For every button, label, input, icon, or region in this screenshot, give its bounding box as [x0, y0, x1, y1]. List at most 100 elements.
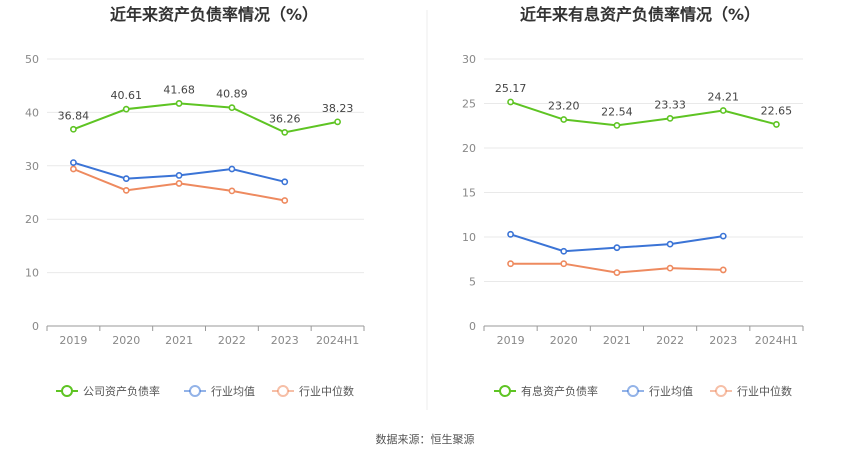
y-tick-label: 25	[462, 98, 476, 111]
data-point-avg[interactable]	[175, 172, 183, 179]
data-point-median[interactable]	[507, 260, 514, 268]
legend-item-median[interactable]: 行业中位数	[710, 384, 792, 398]
data-point-main[interactable]	[175, 100, 183, 107]
data-point-median[interactable]	[719, 266, 727, 274]
data-label: 41.68	[163, 83, 195, 96]
data-point-main[interactable]	[122, 105, 130, 113]
source-name: 恒生聚源	[431, 432, 475, 446]
y-tick-label: 15	[462, 187, 476, 200]
left-chart-title: 近年来资产负债率情况（%）	[110, 5, 318, 24]
left-plot-area: 0 10 20 30 40 50 2019 2020 2021 2022 2023 2024H1 36.…	[25, 53, 365, 347]
data-point-median[interactable]	[560, 260, 568, 268]
y-tick-label: 40	[25, 106, 39, 119]
legend-item-main[interactable]: 有息资产负债率	[494, 384, 598, 398]
right-plot-area: 0 5 10 15 20 25 30 2019 2020 2021 2022 2023 2024H1 25…	[462, 53, 804, 347]
legend-label: 行业中位数	[737, 384, 792, 398]
data-point-avg[interactable]	[560, 247, 568, 255]
x-tick-label: 2024H1	[755, 334, 798, 347]
legend-item-avg[interactable]: 行业均值	[622, 385, 693, 398]
x-tick-label: 2020	[112, 334, 140, 347]
data-label: 24.21	[708, 91, 740, 104]
y-tick-label: 5	[469, 276, 476, 289]
y-tick-label: 10	[25, 267, 39, 280]
right-chart-title: 近年来有息资产负债率情况（%）	[520, 5, 760, 24]
data-label: 40.89	[216, 88, 248, 101]
data-point-main[interactable]	[281, 128, 289, 136]
data-label: 36.84	[58, 109, 90, 122]
legend-item-median[interactable]: 行业中位数	[272, 384, 354, 398]
data-point-median[interactable]	[228, 187, 236, 195]
data-point-main[interactable]	[334, 118, 341, 126]
data-label: 36.26	[269, 112, 301, 125]
left-legend[interactable]: 公司资产负债率 行业均值 行业中位数	[56, 384, 354, 398]
y-tick-label: 0	[32, 320, 39, 333]
data-point-main[interactable]	[719, 107, 727, 114]
y-tick-label: 10	[462, 231, 476, 244]
data-point-avg[interactable]	[228, 165, 236, 173]
left-chart: 近年来资产负债率情况（%） 0 10 20 30 40 50 2019 2020 2021 202…	[25, 5, 365, 398]
legend-swatch-marker	[61, 385, 73, 397]
data-label: 23.33	[654, 98, 686, 111]
data-point-main[interactable]	[560, 116, 568, 123]
series-line-main	[73, 102, 338, 134]
source-note: 数据来源：恒生聚源	[376, 432, 475, 446]
data-point-main[interactable]	[507, 98, 514, 106]
data-point-avg[interactable]	[613, 244, 621, 252]
y-tick-label: 0	[469, 320, 476, 333]
data-point-avg[interactable]	[719, 232, 727, 240]
x-tick-label: 2023	[271, 334, 299, 347]
y-tick-label: 20	[462, 142, 476, 155]
x-tick-label: 2023	[709, 334, 737, 347]
x-tick-label: 2022	[218, 334, 246, 347]
legend-label: 行业均值	[211, 385, 255, 398]
y-tick-label: 30	[25, 160, 39, 173]
x-tick-label: 2021	[603, 334, 631, 347]
legend-label: 公司资产负债率	[83, 384, 160, 398]
data-label: 22.54	[601, 105, 633, 118]
data-point-median[interactable]	[122, 186, 130, 194]
data-point-avg[interactable]	[122, 175, 130, 183]
data-point-median[interactable]	[70, 165, 77, 173]
data-point-main[interactable]	[773, 121, 780, 128]
legend-label: 有息资产负债率	[521, 384, 598, 398]
legend-item-main[interactable]: 公司资产负债率	[56, 384, 160, 398]
x-tick-label: 2022	[656, 334, 684, 347]
data-label: 22.65	[761, 104, 793, 117]
legend-swatch-marker	[499, 385, 511, 397]
y-tick-label: 20	[25, 213, 39, 226]
data-point-median[interactable]	[613, 269, 621, 276]
data-label: 40.61	[111, 89, 143, 102]
data-point-main[interactable]	[228, 104, 236, 112]
data-point-avg[interactable]	[507, 230, 514, 238]
legend-swatch-marker	[277, 385, 289, 397]
data-point-avg[interactable]	[666, 240, 674, 248]
x-tick-label: 2019	[59, 334, 87, 347]
right-legend[interactable]: 有息资产负债率 行业均值 行业中位数	[494, 384, 792, 398]
legend-label: 行业中位数	[299, 384, 354, 398]
source-prefix: 数据来源：	[376, 432, 431, 446]
data-point-main[interactable]	[70, 125, 77, 133]
series-line-main	[510, 101, 777, 127]
data-label: 25.17	[495, 82, 527, 95]
legend-swatch-marker	[189, 385, 201, 397]
x-tick-label: 2019	[497, 334, 525, 347]
legend-item-avg[interactable]: 行业均值	[184, 385, 255, 398]
data-point-avg[interactable]	[281, 178, 289, 186]
right-chart: 近年来有息资产负债率情况（%） 0 5 10 15 20 25 30 2019 2020 2021…	[462, 5, 804, 398]
data-label: 23.20	[548, 100, 580, 113]
data-point-main[interactable]	[613, 121, 621, 129]
data-point-median[interactable]	[666, 264, 674, 272]
y-tick-label: 30	[462, 53, 476, 66]
x-tick-label: 2024H1	[316, 334, 359, 347]
data-label: 38.23	[322, 102, 354, 115]
data-point-median[interactable]	[175, 180, 183, 187]
data-point-avg[interactable]	[70, 159, 77, 166]
x-tick-label: 2020	[550, 334, 578, 347]
legend-swatch-marker	[715, 385, 727, 397]
x-tick-label: 2021	[165, 334, 193, 347]
data-point-median[interactable]	[281, 197, 289, 204]
legend-swatch-marker	[627, 385, 639, 397]
data-point-main[interactable]	[666, 114, 674, 122]
y-tick-label: 50	[25, 53, 39, 66]
